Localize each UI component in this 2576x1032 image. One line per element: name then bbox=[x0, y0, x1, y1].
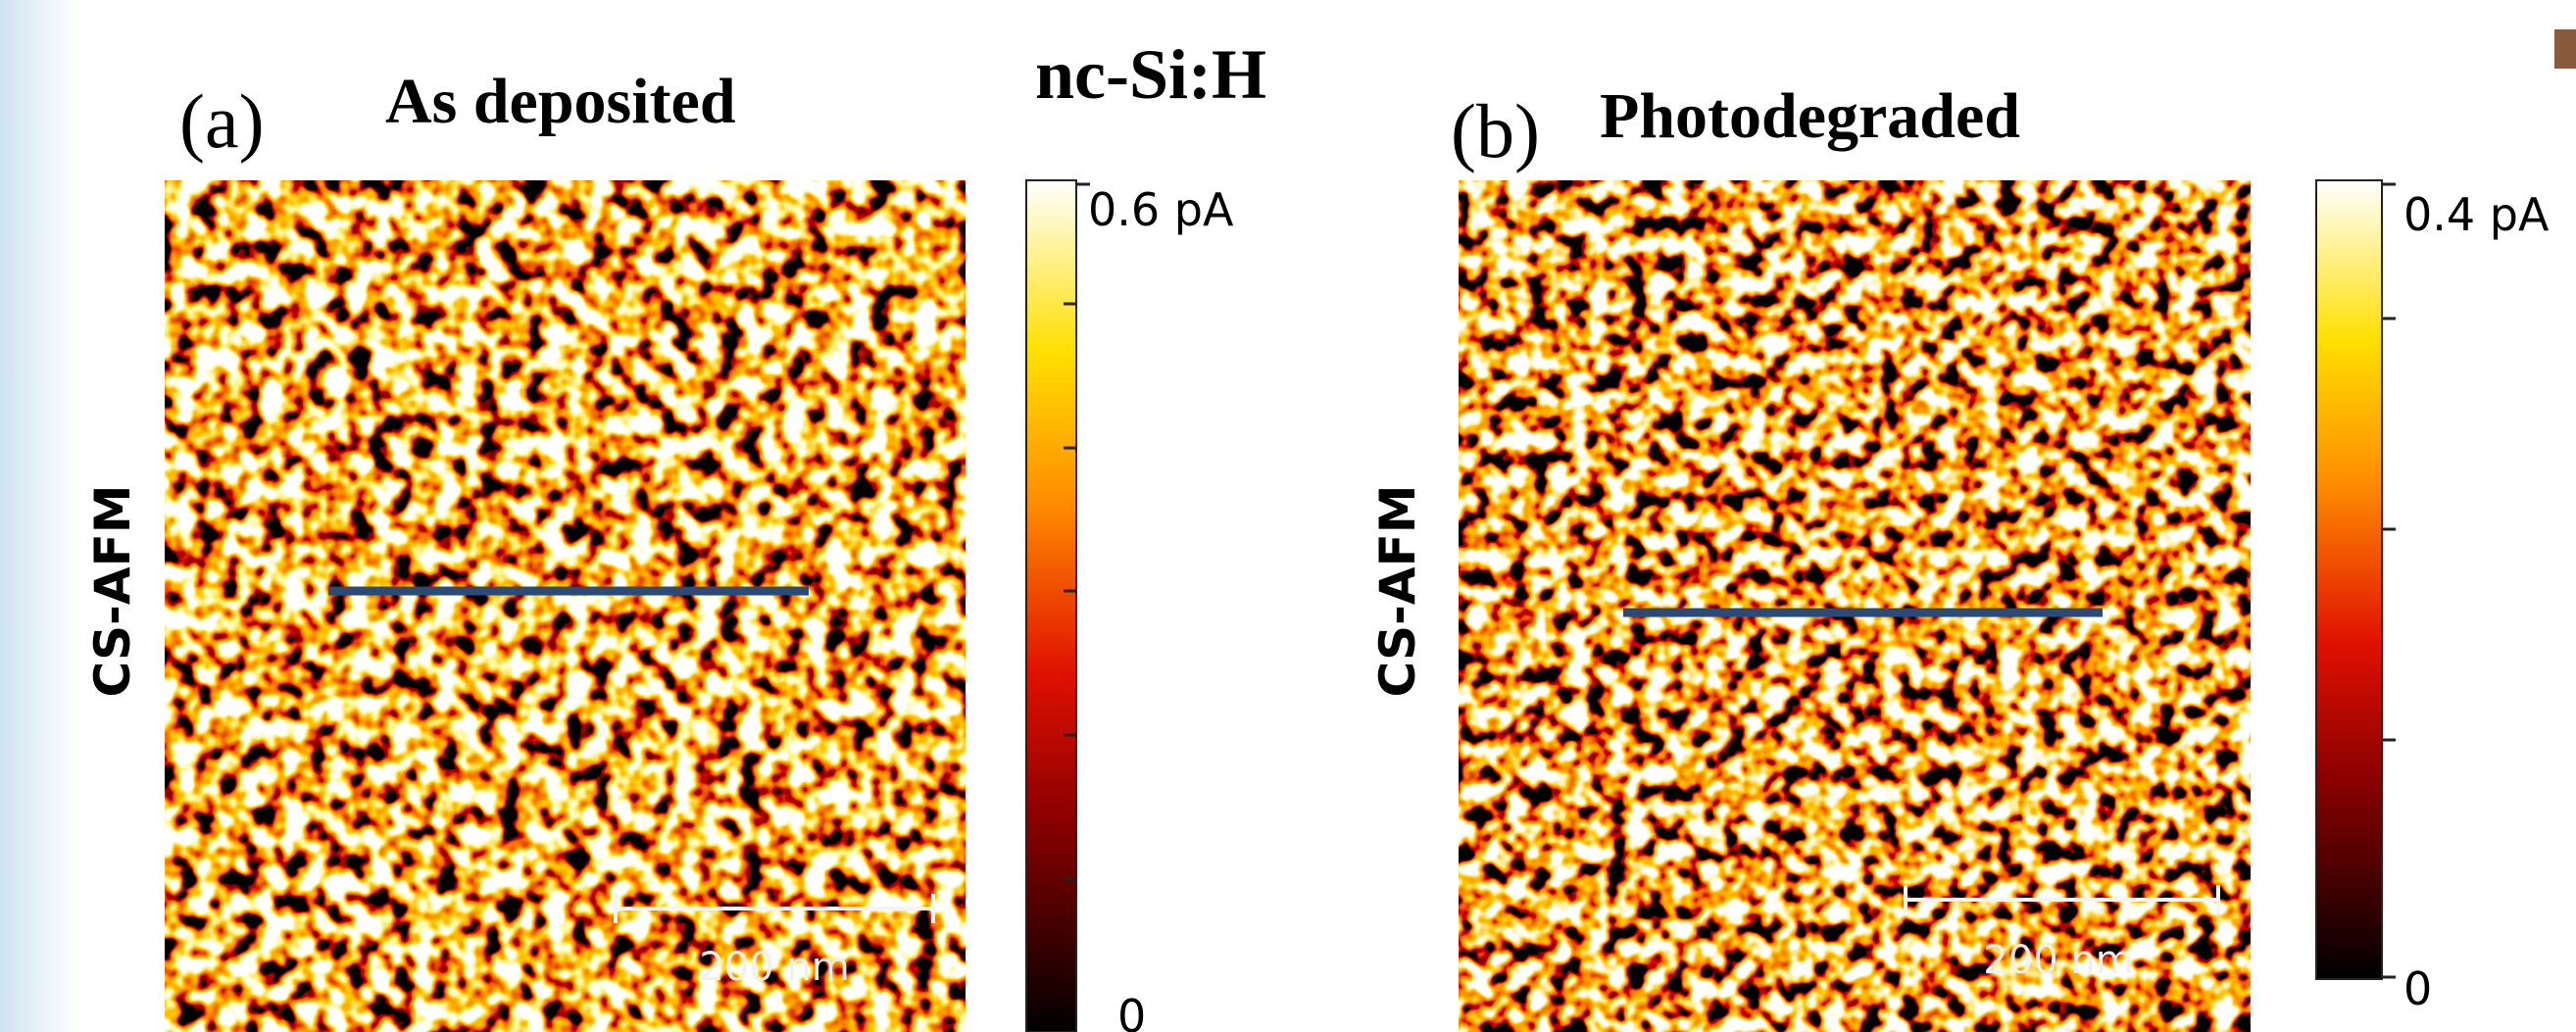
scale-bar bbox=[1904, 885, 2220, 914]
colorbar-ticks bbox=[2382, 182, 2396, 979]
colorbar-ticks bbox=[1064, 182, 1090, 881]
colorbar bbox=[2315, 179, 2383, 980]
scale-bar-label: 200 nm bbox=[1983, 938, 2133, 983]
colorbar-max-label: 0.6 pA bbox=[1088, 183, 1234, 236]
panel-letter: (a) bbox=[179, 78, 265, 164]
colorbar bbox=[1025, 179, 1077, 1032]
y-label: CS-AFM bbox=[1369, 485, 1426, 698]
panel-title: As deposited bbox=[385, 66, 736, 137]
scale-bar-label: 200 nm bbox=[699, 945, 849, 990]
panel-title: Photodegraded bbox=[1600, 80, 2020, 152]
corner-decoration bbox=[2554, 29, 2576, 69]
y-label: CS-AFM bbox=[84, 485, 141, 698]
colorbar-max-label: 0.4 pA bbox=[2403, 188, 2550, 241]
scale-bar bbox=[614, 894, 935, 923]
colorbar-min-label: 0 bbox=[2403, 962, 2432, 1015]
colorbar-min-label: 0 bbox=[1117, 990, 1146, 1032]
afm-image bbox=[165, 180, 966, 1032]
figure-title: nc-Si:H bbox=[1035, 35, 1266, 114]
panel-letter: (b) bbox=[1451, 88, 1540, 173]
afm-image bbox=[1459, 180, 2251, 1032]
